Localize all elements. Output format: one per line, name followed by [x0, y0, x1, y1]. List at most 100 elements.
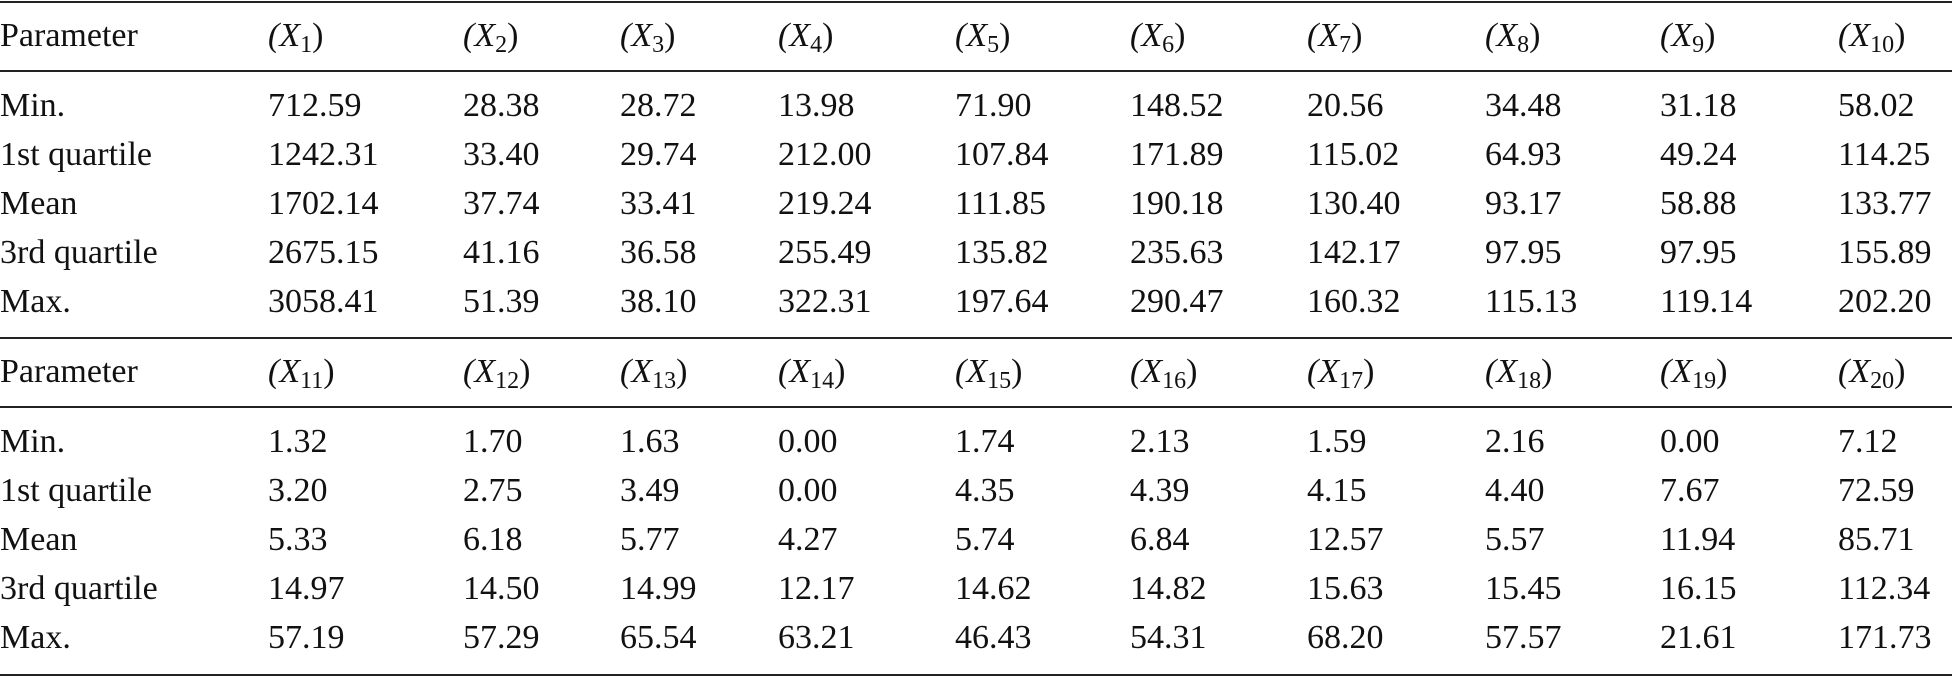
subscript: 9: [1692, 32, 1705, 58]
cell-value: 97.95: [1485, 234, 1562, 271]
paren: ): [1529, 17, 1541, 54]
variable: (X: [955, 353, 988, 390]
subscript: 10: [1870, 32, 1895, 58]
subscript: 14: [810, 368, 835, 394]
cell-value: 115.02: [1307, 136, 1400, 173]
paren: ): [519, 353, 531, 390]
column-header: (X6): [1130, 16, 1185, 58]
cell-value: 65.54: [620, 619, 697, 656]
cell-value: 148.52: [1130, 87, 1224, 124]
column-header: (X14): [778, 352, 846, 394]
cell-value: 4.15: [1307, 472, 1367, 509]
cell-value: 1.74: [955, 423, 1015, 460]
cell-value: 712.59: [268, 87, 362, 124]
header-label: Parameter: [0, 17, 138, 54]
cell-value: 15.63: [1307, 570, 1384, 607]
cell-value: 115.13: [1485, 283, 1578, 320]
variable: (X: [1485, 17, 1518, 54]
cell-value: 51.39: [463, 283, 540, 320]
cell-value: 111.85: [955, 185, 1046, 222]
cell-value: 49.24: [1660, 136, 1737, 173]
variable: (X: [463, 17, 496, 54]
column-header: (X19): [1660, 352, 1728, 394]
cell-value: 171.73: [1838, 619, 1932, 656]
cell-value: 11.94: [1660, 521, 1736, 558]
column-header: (X9): [1660, 16, 1715, 58]
cell-value: 12.57: [1307, 521, 1384, 558]
cell-value: 4.27: [778, 521, 838, 558]
cell-value: 3.20: [268, 472, 328, 509]
cell-value: 33.40: [463, 136, 540, 173]
cell-value: 5.57: [1485, 521, 1545, 558]
paren: ): [312, 17, 324, 54]
cell-value: 6.84: [1130, 521, 1190, 558]
cell-value: 190.18: [1130, 185, 1224, 222]
cell-value: 135.82: [955, 234, 1049, 271]
column-header: (X5): [955, 16, 1010, 57]
cell-value: 1242.31: [268, 136, 379, 173]
cell-value: 58.02: [1838, 87, 1915, 124]
cell-value: 202.20: [1838, 283, 1932, 320]
column-header: (X12): [463, 352, 531, 394]
cell-value: 46.43: [955, 619, 1032, 656]
rule: [0, 1, 1952, 3]
cell-value: 14.97: [268, 570, 345, 607]
cell-value: 0.00: [1660, 423, 1720, 460]
cell-value: 130.40: [1307, 185, 1401, 222]
variable: (X: [1307, 17, 1340, 54]
subscript: 18: [1517, 368, 1542, 394]
row-label: Min.: [0, 423, 66, 460]
cell-value: 13.98: [778, 87, 855, 124]
variable: (X: [268, 17, 301, 54]
column-header: (X4): [778, 16, 834, 57]
cell-value: 2.16: [1485, 423, 1545, 460]
cell-value: 255.49: [778, 234, 872, 271]
cell-value: 155.89: [1838, 234, 1932, 271]
cell-value: 57.19: [268, 619, 345, 656]
paren: ): [834, 353, 846, 390]
cell-value: 93.17: [1485, 185, 1562, 222]
column-header: (X18): [1485, 352, 1552, 394]
cell-value: 197.64: [955, 283, 1049, 320]
paren: ): [1363, 353, 1375, 390]
subscript: 6: [1162, 32, 1175, 58]
paren: ): [822, 17, 834, 54]
paren: ): [323, 353, 335, 390]
cell-value: 1.63: [620, 423, 680, 460]
cell-value: 36.58: [620, 234, 697, 271]
column-header: (X3): [620, 16, 676, 57]
variable: (X: [778, 17, 811, 54]
cell-value: 7.67: [1660, 472, 1720, 509]
cell-value: 112.34: [1838, 570, 1931, 607]
variable: (X: [620, 353, 653, 390]
column-header: (X7): [1307, 16, 1362, 57]
cell-value: 71.90: [955, 87, 1032, 124]
column-header: (X13): [620, 352, 687, 394]
cell-value: 2.75: [463, 472, 523, 509]
column-header: (X20): [1838, 352, 1905, 394]
subscript: 16: [1162, 368, 1187, 394]
subscript: 13: [652, 368, 677, 394]
cell-value: 322.31: [778, 283, 872, 320]
paren: ): [1716, 353, 1728, 390]
cell-value: 63.21: [778, 619, 855, 656]
paren: ): [664, 17, 676, 54]
row-label: 1st quartile: [0, 472, 153, 509]
cell-value: 235.63: [1130, 234, 1224, 271]
cell-value: 133.77: [1838, 185, 1932, 222]
variable: (X: [1130, 353, 1163, 390]
cell-value: 114.25: [1838, 136, 1931, 173]
cell-value: 3.49: [620, 472, 680, 509]
cell-value: 34.48: [1485, 87, 1562, 124]
subscript: 20: [1870, 368, 1895, 394]
subscript: 19: [1692, 368, 1717, 394]
cell-value: 58.88: [1660, 185, 1737, 222]
subscript: 12: [495, 368, 520, 394]
cell-value: 4.39: [1130, 472, 1190, 509]
paren: ): [1011, 353, 1023, 390]
cell-value: 31.18: [1660, 87, 1737, 124]
cell-value: 14.50: [463, 570, 540, 607]
cell-value: 7.12: [1838, 423, 1898, 460]
variable: (X: [1130, 17, 1163, 54]
subscript: 8: [1517, 32, 1530, 58]
